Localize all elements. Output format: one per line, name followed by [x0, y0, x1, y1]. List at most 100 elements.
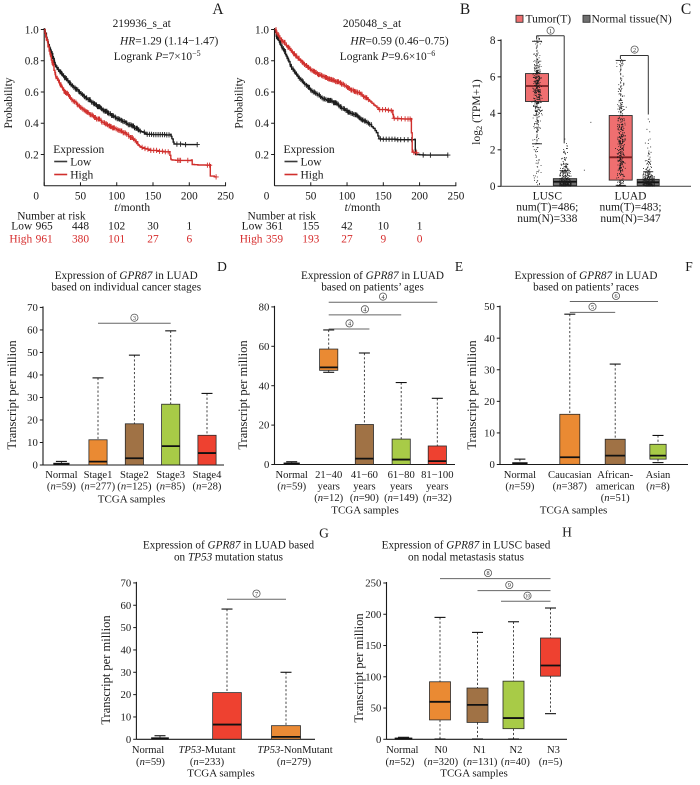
- svg-text:7: 7: [255, 591, 258, 598]
- svg-text:60: 60: [121, 600, 132, 612]
- svg-text:High: High: [301, 169, 324, 181]
- svg-text:965: 965: [36, 221, 53, 233]
- svg-text:61−80: 61−80: [388, 470, 415, 481]
- svg-text:log2 (TPM+1): log2 (TPM+1): [471, 79, 484, 145]
- svg-text:F: F: [685, 259, 693, 274]
- svg-text:3: 3: [133, 315, 136, 322]
- svg-text:High: High: [240, 234, 263, 246]
- svg-text:50: 50: [121, 622, 132, 634]
- svg-text:(n=90): (n=90): [350, 493, 379, 504]
- svg-text:N0: N0: [435, 745, 448, 756]
- svg-text:(n=40): (n=40): [501, 757, 530, 768]
- svg-text:C: C: [681, 1, 691, 18]
- svg-text:(n=8): (n=8): [646, 482, 670, 493]
- svg-text:2: 2: [490, 145, 496, 157]
- svg-text:0: 0: [33, 191, 39, 203]
- svg-text:21−40: 21−40: [315, 470, 342, 481]
- svg-text:(n=51): (n=51): [601, 493, 630, 504]
- svg-text:20: 20: [121, 689, 132, 701]
- svg-text:Transcript per million: Transcript per million: [465, 340, 479, 450]
- svg-text:on TP53 mutation status: on TP53 mutation status: [174, 552, 283, 564]
- svg-text:0: 0: [264, 191, 270, 203]
- svg-text:100: 100: [339, 191, 356, 203]
- svg-text:TCGA samples: TCGA samples: [440, 768, 508, 780]
- svg-text:219936_s_at: 219936_s_at: [113, 18, 172, 30]
- svg-text:(n=5): (n=5): [539, 757, 563, 768]
- svg-text:t/month: t/month: [345, 202, 381, 214]
- svg-text:4: 4: [381, 294, 384, 301]
- svg-text:30: 30: [147, 221, 159, 233]
- svg-text:0: 0: [417, 234, 423, 246]
- svg-text:(n=59): (n=59): [47, 482, 76, 493]
- svg-text:27: 27: [147, 234, 159, 246]
- svg-text:60: 60: [259, 341, 270, 353]
- svg-text:30: 30: [484, 364, 495, 376]
- svg-text:years: years: [390, 482, 412, 493]
- svg-text:Transcript per million: Transcript per million: [352, 613, 366, 723]
- svg-text:HR=0.59 (0.46−0.75): HR=0.59 (0.46−0.75): [349, 36, 448, 48]
- svg-text:0.8: 0.8: [255, 56, 269, 68]
- svg-text:on nodal metastasis status: on nodal metastasis status: [408, 552, 524, 564]
- svg-text:(n=32): (n=32): [423, 493, 452, 504]
- svg-text:H: H: [562, 525, 572, 540]
- svg-text:1.0: 1.0: [25, 24, 39, 36]
- svg-text:(n=387): (n=387): [553, 482, 588, 493]
- svg-text:(n=59): (n=59): [277, 482, 306, 493]
- svg-text:20: 20: [259, 420, 270, 432]
- svg-text:0.4: 0.4: [255, 118, 269, 130]
- svg-text:Stage3: Stage3: [156, 470, 185, 481]
- svg-text:num(T)=486;: num(T)=486;: [516, 202, 578, 214]
- svg-text:num(N)=347: num(N)=347: [600, 213, 660, 225]
- svg-text:(n=59): (n=59): [505, 482, 534, 493]
- svg-text:D: D: [217, 259, 227, 274]
- svg-text:70: 70: [27, 302, 38, 314]
- svg-text:50: 50: [27, 347, 38, 359]
- svg-text:20: 20: [27, 415, 38, 427]
- svg-text:50: 50: [484, 301, 495, 313]
- svg-text:(n=279): (n=279): [277, 757, 312, 768]
- svg-text:4: 4: [363, 307, 366, 314]
- svg-text:0: 0: [32, 460, 37, 472]
- svg-text:40: 40: [484, 333, 495, 345]
- svg-text:(n=85): (n=85): [156, 482, 185, 493]
- svg-text:200: 200: [365, 609, 381, 621]
- svg-text:G: G: [319, 526, 329, 541]
- svg-text:150: 150: [375, 191, 392, 203]
- svg-text:Caucasian: Caucasian: [548, 470, 592, 481]
- svg-text:9: 9: [508, 582, 511, 589]
- svg-text:6: 6: [614, 293, 617, 300]
- svg-text:50: 50: [75, 191, 87, 203]
- svg-text:B: B: [460, 1, 470, 18]
- svg-text:TCGA samples: TCGA samples: [540, 505, 608, 517]
- svg-text:1.0: 1.0: [255, 24, 269, 36]
- svg-text:1: 1: [549, 28, 552, 35]
- svg-text:(n=233): (n=233): [190, 757, 225, 768]
- svg-text:0: 0: [264, 459, 269, 471]
- svg-text:40: 40: [27, 370, 38, 382]
- svg-text:TP53-NonMutant: TP53-NonMutant: [257, 745, 332, 756]
- svg-text:Low: Low: [11, 221, 33, 233]
- svg-text:TCGA samples: TCGA samples: [98, 494, 166, 506]
- svg-text:High: High: [9, 234, 32, 246]
- svg-text:961: 961: [36, 234, 53, 246]
- svg-text:Logrank P=9.6×10−6: Logrank P=9.6×10−6: [340, 49, 435, 63]
- svg-text:Transcript per million: Transcript per million: [236, 340, 250, 450]
- svg-text:10: 10: [27, 437, 38, 449]
- svg-text:4: 4: [348, 321, 351, 328]
- svg-text:HR=1.29 (1.14−1.47): HR=1.29 (1.14−1.47): [119, 36, 218, 48]
- svg-text:LUSC: LUSC: [533, 191, 563, 203]
- svg-text:Stage2: Stage2: [120, 470, 149, 481]
- svg-text:0.8: 0.8: [25, 56, 39, 68]
- svg-text:american: american: [596, 482, 636, 493]
- svg-text:0.2: 0.2: [25, 149, 39, 161]
- svg-text:Normal: Normal: [276, 470, 308, 481]
- svg-text:(n=131): (n=131): [463, 757, 498, 768]
- svg-text:0.4: 0.4: [25, 118, 39, 130]
- svg-text:TP53-Mutant: TP53-Mutant: [178, 745, 235, 756]
- svg-text:250: 250: [365, 578, 381, 590]
- svg-text:40: 40: [259, 380, 270, 392]
- svg-text:(n=28): (n=28): [193, 482, 222, 493]
- svg-text:Low: Low: [70, 156, 92, 168]
- svg-text:100: 100: [365, 671, 381, 683]
- svg-text:193: 193: [302, 234, 319, 246]
